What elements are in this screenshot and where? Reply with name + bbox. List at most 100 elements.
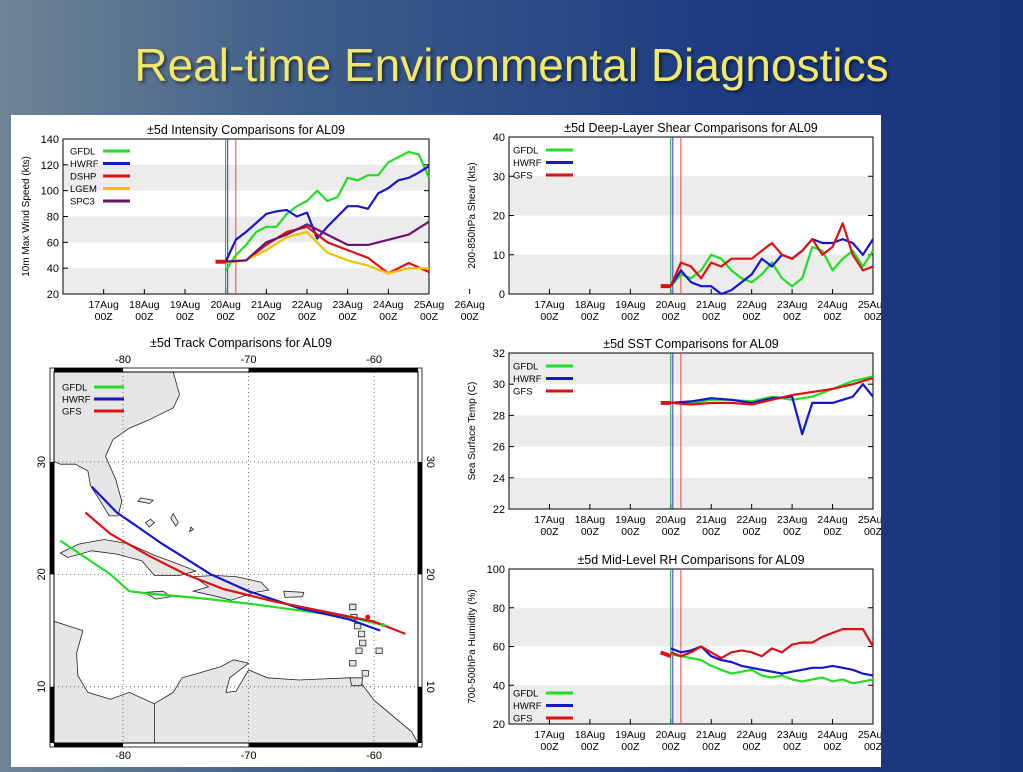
intensity-y-tick-label: 100: [41, 186, 59, 198]
rh-x-tick-label-hour: 00Z: [662, 741, 681, 753]
track-border-bar: [374, 743, 418, 747]
track-lat-label-left: 10: [36, 681, 48, 693]
rh-x-tick-label: 25Aug: [858, 729, 881, 741]
shear-x-tick-label-hour: 00Z: [621, 311, 640, 323]
track-border-bar: [54, 368, 123, 372]
shear-x-tick-label: 17Aug: [534, 299, 565, 311]
rh-x-tick-label-hour: 00Z: [783, 741, 802, 753]
rh-y-axis-label: 700-500hPa Humidity (%): [467, 589, 478, 704]
shear-x-tick-label: 24Aug: [817, 299, 848, 311]
intensity-y-tick-label: 60: [47, 237, 59, 249]
sst-chart-title: ±5d SST Comparisons for AL09: [603, 337, 779, 351]
intensity-x-tick-label-hour: 00Z: [257, 311, 276, 323]
sst-y-tick-label: 24: [493, 473, 505, 485]
shear-y-tick-label: 30: [493, 171, 505, 183]
rh-x-tick-label: 18Aug: [575, 729, 606, 741]
shear-x-tick-label-hour: 00Z: [540, 311, 559, 323]
intensity-legend-label-spc3: SPC3: [70, 197, 95, 208]
intensity-x-tick-label: 19Aug: [170, 299, 201, 311]
shear-x-tick-label: 18Aug: [575, 299, 606, 311]
rh-x-tick-label: 17Aug: [534, 729, 565, 741]
track-lon-label-bottom: -60: [366, 750, 382, 762]
sst-x-tick-label: 25Aug: [858, 514, 881, 526]
sst-y-tick-label: 30: [493, 379, 505, 391]
lesser-antilles-island: [356, 648, 362, 654]
shear-grid-band: [509, 176, 873, 215]
intensity-y-tick-label: 120: [41, 160, 59, 172]
track-border-bar: [50, 687, 54, 743]
shear-x-tick-label-hour: 00Z: [864, 311, 881, 323]
trinidad-island: [350, 678, 363, 686]
sst-y-tick-label: 32: [493, 348, 505, 360]
rh-y-tick-label: 20: [493, 719, 505, 731]
sst-x-tick-label-hour: 00Z: [540, 526, 559, 538]
rh-y-tick-label: 80: [493, 603, 505, 615]
sst-x-tick-label: 20Aug: [656, 514, 687, 526]
track-border-bar: [50, 462, 54, 574]
sst-x-tick-label: 22Aug: [736, 514, 767, 526]
intensity-grid-band: [63, 165, 429, 191]
sst-x-tick-label-hour: 00Z: [743, 526, 762, 538]
shear-x-tick-label-hour: 00Z: [581, 311, 600, 323]
rh-x-tick-label-hour: 00Z: [702, 741, 721, 753]
intensity-x-tick-label-hour: 00Z: [298, 311, 317, 323]
intensity-x-tick-label: 25Aug: [414, 299, 445, 311]
shear-x-tick-label: 23Aug: [777, 299, 808, 311]
track-lon-label-top: -80: [115, 354, 131, 366]
shear-x-tick-label-hour: 00Z: [662, 311, 681, 323]
shear-x-tick-label-hour: 00Z: [824, 311, 843, 323]
rh-x-tick-label-hour: 00Z: [743, 741, 762, 753]
sst-y-axis-label: Sea Surface Temp (C): [467, 382, 478, 481]
track-lat-label-right: 20: [424, 568, 436, 580]
intensity-grid-band: [63, 268, 429, 294]
shear-chart: ±5d Deep-Layer Shear Comparisons for AL0…: [467, 121, 881, 323]
rh-grid-band: [509, 608, 873, 647]
intensity-x-tick-label: 26Aug: [454, 299, 485, 311]
track-border-bar: [418, 687, 422, 743]
intensity-x-tick-label: 23Aug: [332, 299, 363, 311]
intensity-x-tick-label: 17Aug: [88, 299, 119, 311]
intensity-x-tick-label: 20Aug: [210, 299, 241, 311]
shear-x-tick-label-hour: 00Z: [783, 311, 802, 323]
sst-legend-label-hwrf: HWRF: [513, 374, 542, 385]
intensity-x-tick-label-hour: 00Z: [420, 311, 439, 323]
sst-legend-label-gfs: GFS: [513, 387, 533, 398]
rh-x-tick-label: 21Aug: [696, 729, 727, 741]
sst-x-tick-label-hour: 00Z: [864, 526, 881, 538]
track-lat-label-right: 10: [424, 681, 436, 693]
sst-x-tick-label: 24Aug: [817, 514, 848, 526]
shear-y-tick-label: 10: [493, 250, 505, 262]
rh-x-tick-label-hour: 00Z: [824, 741, 843, 753]
shear-x-tick-label: 25Aug: [858, 299, 881, 311]
rh-legend-label-hwrf: HWRF: [513, 701, 542, 712]
sst-x-tick-label: 23Aug: [777, 514, 808, 526]
track-map: ±5d Track Comparisons for AL09GFDLHWRFGF…: [36, 336, 436, 762]
rh-chart-title: ±5d Mid-Level RH Comparisons for AL09: [577, 553, 804, 567]
rh-x-tick-label-hour: 00Z: [864, 741, 881, 753]
track-border-bar: [249, 743, 375, 747]
track-lat-label-left: 30: [36, 456, 48, 468]
sst-legend-label-gfdl: GFDL: [513, 362, 538, 373]
rh-legend-label-gfdl: GFDL: [513, 689, 538, 700]
rh-x-tick-label: 20Aug: [656, 729, 687, 741]
track-lat-label-left: 20: [36, 568, 48, 580]
puerto-rico-island: [284, 591, 304, 597]
intensity-x-tick-label-hour: 00Z: [461, 311, 480, 323]
track-lat-label-right: 30: [424, 456, 436, 468]
intensity-x-tick-label-hour: 00Z: [217, 311, 236, 323]
rh-observed-segment: [661, 652, 671, 656]
track-lon-label-bottom: -70: [241, 750, 257, 762]
rh-y-tick-label: 40: [493, 680, 505, 692]
sst-x-tick-label-hour: 00Z: [621, 526, 640, 538]
intensity-y-tick-label: 80: [47, 212, 59, 224]
intensity-x-tick-label-hour: 00Z: [95, 311, 114, 323]
intensity-x-tick-label-hour: 00Z: [176, 311, 195, 323]
lesser-antilles-island: [362, 671, 368, 677]
sst-x-tick-label-hour: 00Z: [662, 526, 681, 538]
lesser-antilles-island: [360, 640, 366, 646]
track-legend-label-gfs: GFS: [62, 407, 82, 418]
